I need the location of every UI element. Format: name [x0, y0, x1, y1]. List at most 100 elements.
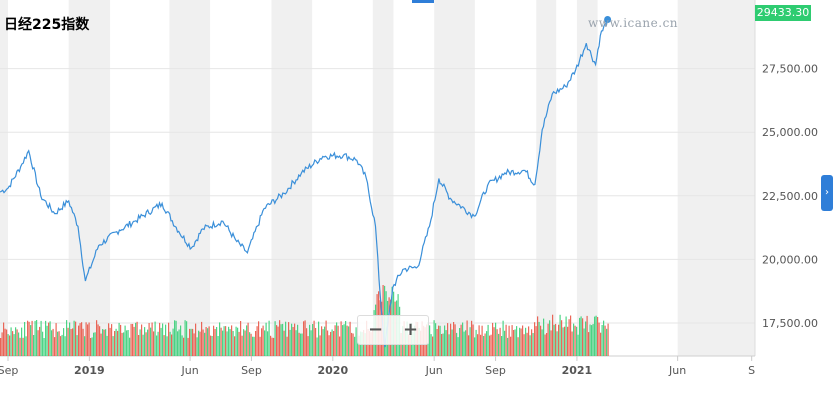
volume-bar — [133, 326, 135, 356]
volume-bar — [157, 331, 159, 356]
volume-bar — [603, 320, 605, 356]
volume-bar — [327, 330, 329, 356]
volume-bar — [145, 332, 147, 356]
volume-bar — [430, 334, 432, 356]
volume-bar — [226, 331, 228, 356]
volume-bar — [510, 336, 512, 356]
volume-bar — [466, 320, 468, 356]
volume-bar — [111, 324, 113, 356]
volume-bar — [10, 327, 12, 356]
volume-bar — [39, 326, 41, 356]
volume-bar — [456, 332, 458, 356]
x-tick-label: Jun — [180, 364, 198, 377]
scroll-right-button[interactable]: › — [821, 175, 833, 211]
volume-bar — [438, 325, 440, 356]
y-tick-label: 20,000.00 — [762, 253, 818, 266]
volume-bar — [340, 321, 342, 356]
volume-bar — [66, 320, 68, 356]
volume-bar — [91, 337, 93, 356]
volume-bar — [451, 329, 453, 356]
volume-bar — [298, 332, 300, 356]
volume-bar — [103, 329, 105, 356]
volume-bar — [90, 338, 92, 356]
volume-bar — [190, 328, 192, 356]
volume-bar — [87, 324, 89, 356]
volume-bar — [351, 332, 353, 356]
volume-bar — [36, 320, 38, 356]
volume-bar — [150, 327, 152, 356]
volume-bar — [316, 337, 318, 356]
volume-bar — [483, 336, 485, 356]
price-line — [0, 19, 609, 348]
volume-bar — [561, 320, 563, 356]
volume-bar — [40, 320, 42, 356]
volume-bar — [469, 327, 471, 356]
volume-bar — [552, 314, 554, 356]
scroll-indicator[interactable] — [412, 0, 434, 3]
volume-bar — [354, 336, 356, 356]
chart-title: 日经225指数 — [4, 17, 90, 33]
volume-bar — [529, 335, 531, 356]
volume-bar — [225, 326, 227, 356]
volume-bar — [75, 321, 77, 356]
volume-bar — [433, 320, 435, 356]
volume-bar — [460, 324, 462, 356]
volume-bar — [189, 328, 191, 356]
volume-bar — [160, 327, 162, 356]
volume-bar — [196, 337, 198, 356]
volume-bar — [67, 327, 69, 356]
shaded-band — [0, 0, 9, 356]
volume-bar — [556, 331, 558, 356]
volume-bar — [262, 325, 264, 356]
volume-bar — [576, 326, 578, 356]
volume-bar — [288, 322, 290, 356]
volume-bar — [600, 332, 602, 356]
volume-bar — [453, 322, 455, 356]
volume-bar — [582, 318, 584, 356]
volume-bar — [96, 320, 98, 356]
volume-bar — [223, 326, 225, 356]
volume-bar — [259, 336, 261, 356]
volume-bar — [106, 335, 108, 356]
volume-bar — [540, 325, 542, 356]
volume-bar — [577, 334, 579, 356]
volume-bar — [333, 331, 335, 356]
shaded-band — [169, 0, 211, 356]
volume-bar — [43, 338, 45, 356]
volume-bar — [429, 325, 431, 356]
volume-bar — [322, 329, 324, 356]
y-tick-label: 25,000.00 — [762, 126, 818, 139]
volume-bar — [144, 327, 146, 356]
volume-bar — [273, 337, 275, 356]
x-tick-label: Sep — [0, 364, 18, 377]
volume-bar — [246, 325, 248, 356]
volume-bar — [336, 322, 338, 356]
volume-bar — [235, 326, 237, 356]
volume-bar — [84, 336, 86, 356]
volume-bar — [138, 335, 140, 356]
volume-bar — [598, 322, 600, 356]
volume-bar — [73, 320, 75, 356]
zoom-in-button[interactable]: + — [402, 319, 419, 340]
volume-bar — [523, 334, 525, 356]
shaded-band — [576, 0, 598, 356]
volume-bar — [99, 326, 101, 356]
volume-bar — [229, 329, 231, 356]
volume-bar — [217, 336, 219, 356]
volume-bar — [580, 316, 582, 356]
last-point-marker — [604, 16, 612, 24]
volume-bar — [162, 323, 164, 356]
volume-bar — [292, 327, 294, 356]
zoom-out-button[interactable]: − — [367, 319, 384, 340]
volume-bar — [310, 330, 312, 356]
volume-bar — [508, 325, 510, 356]
volume-bar — [471, 320, 473, 356]
volume-bar — [258, 321, 260, 356]
volume-bar — [115, 328, 117, 356]
watermark: www.icane.cn — [588, 16, 679, 30]
volume-bar — [231, 325, 233, 356]
volume-bar — [337, 325, 339, 356]
volume-bar — [300, 333, 302, 356]
volume-bar — [139, 329, 141, 356]
volume-bar — [109, 327, 111, 356]
